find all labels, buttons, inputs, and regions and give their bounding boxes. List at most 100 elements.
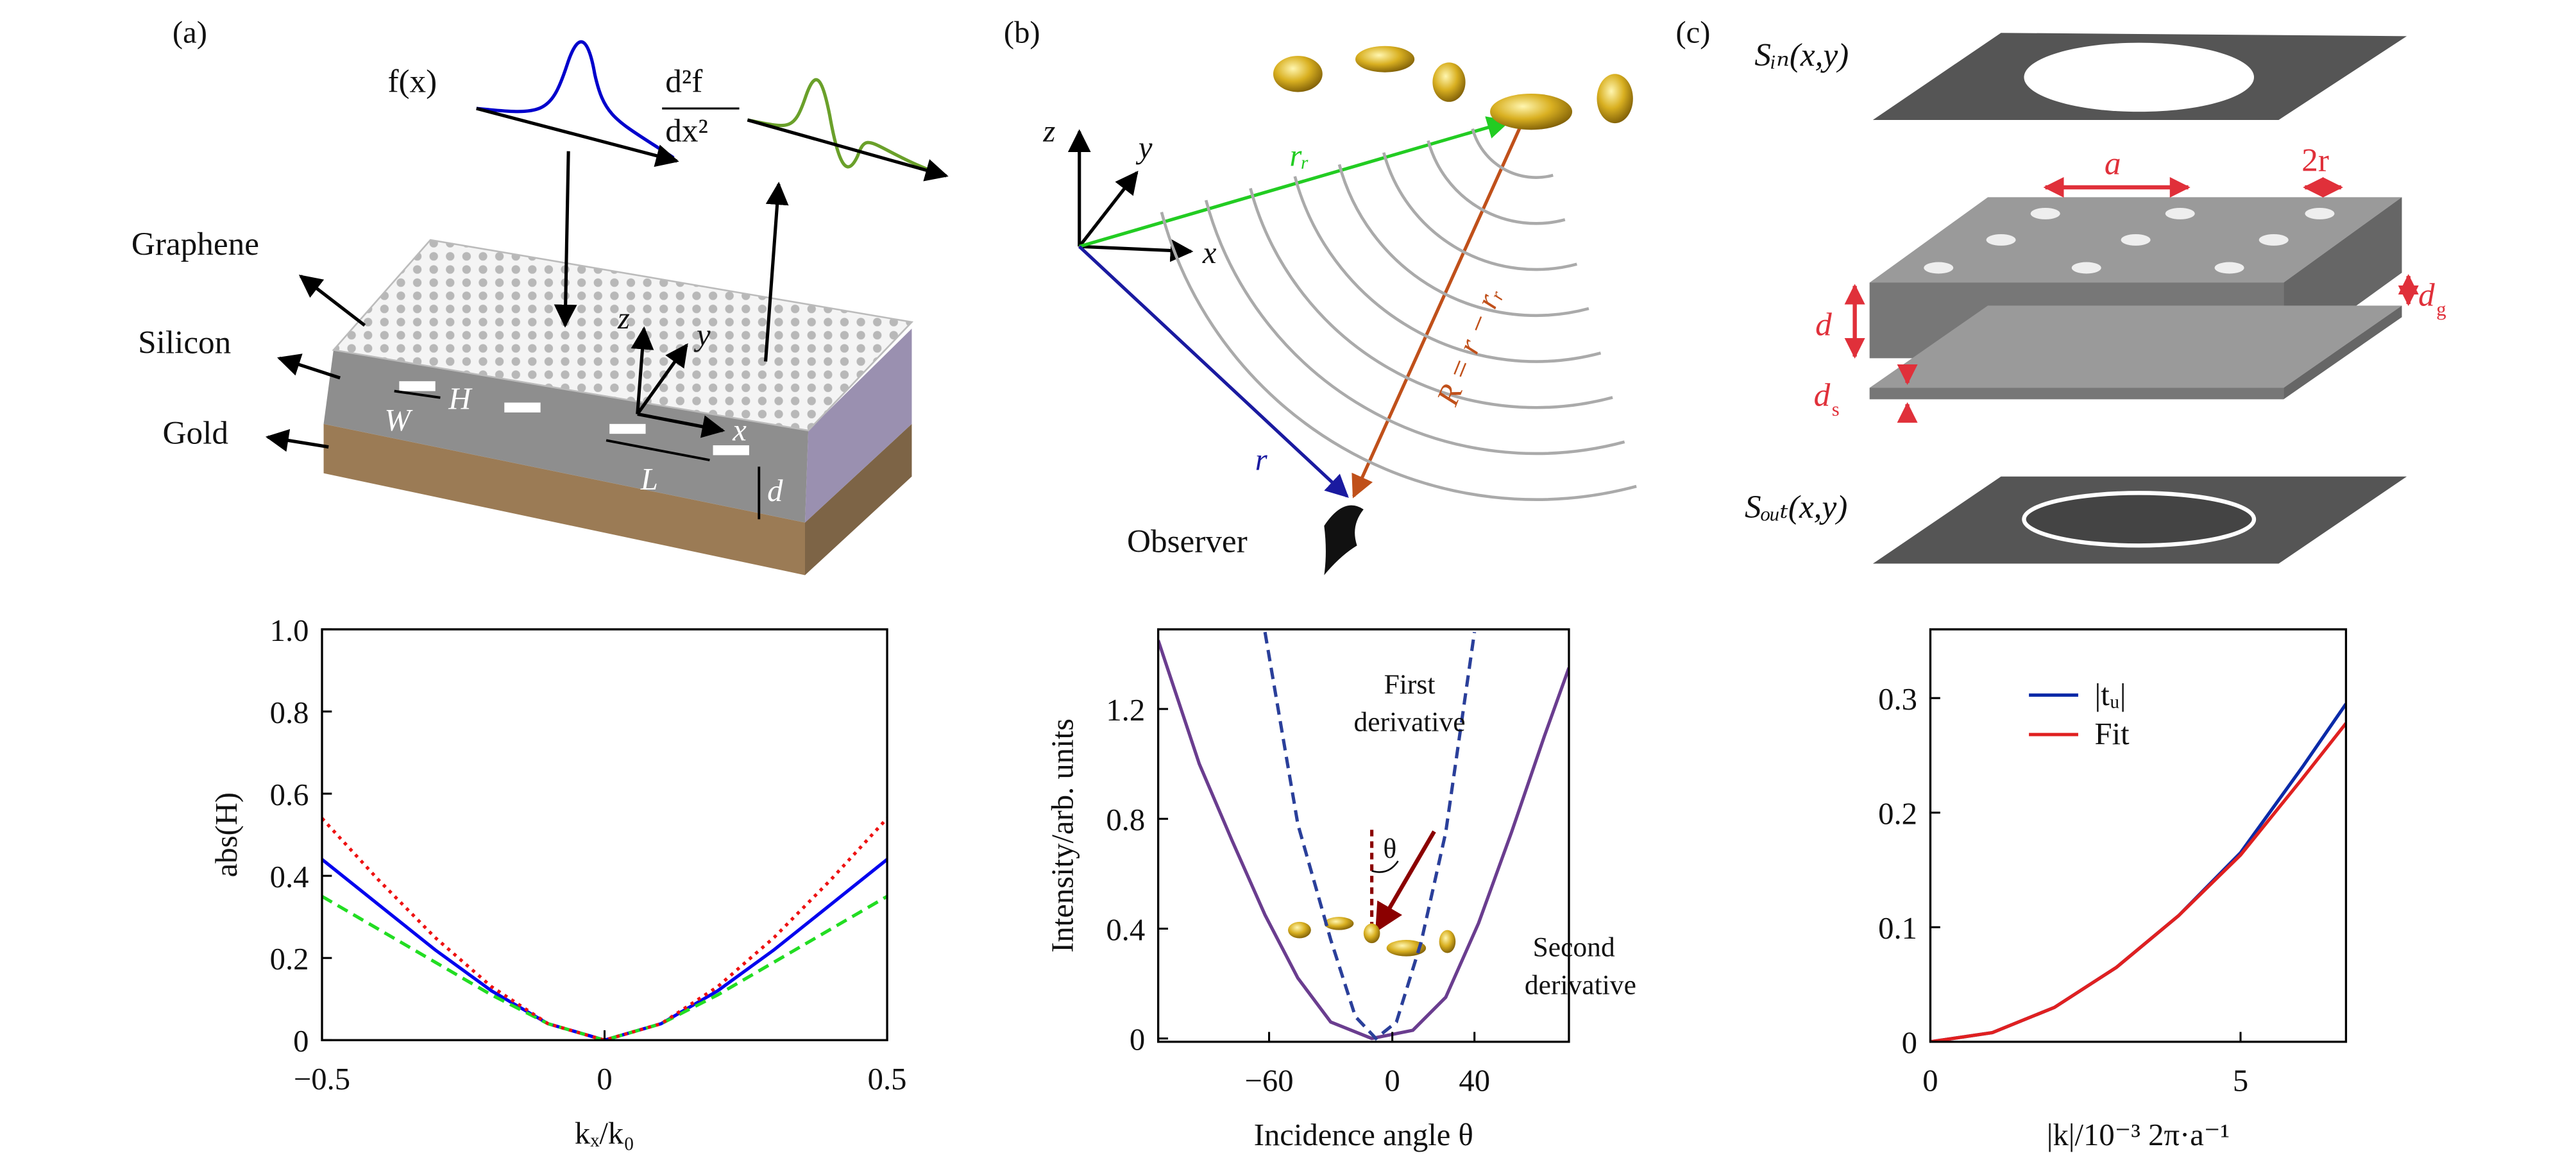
- x-tick-label: −60: [1244, 1064, 1293, 1098]
- y-axis-label: Intensity/arb. units: [1045, 719, 1080, 953]
- plot-frame: [1929, 628, 2348, 1043]
- substrate-side: [2284, 305, 2402, 400]
- wave-arc: [1160, 212, 1637, 501]
- axis-label: x: [1202, 235, 1217, 270]
- data-line: [321, 858, 888, 1041]
- output-label: d²f: [665, 63, 703, 99]
- y-tick-label: 0.6: [270, 778, 309, 812]
- input-label: Sᵢₙ(x,y): [1754, 37, 1849, 73]
- y-axis-label: abs(H): [209, 792, 244, 877]
- dim-label: d: [1815, 306, 1832, 343]
- illustration-b: [1067, 46, 1637, 575]
- output-curve: [747, 78, 940, 176]
- vector-label: rᵣ: [1290, 139, 1310, 173]
- wave-arc: [1382, 152, 1577, 271]
- layer-label: Silicon: [138, 325, 231, 361]
- dim-label: 2r: [2301, 142, 2329, 178]
- wave-arc: [1427, 140, 1566, 225]
- layer-pointer: [276, 354, 341, 380]
- particle: [1324, 917, 1354, 930]
- particle: [1597, 74, 1633, 124]
- particle: [1288, 921, 1311, 939]
- hole: [2030, 208, 2060, 219]
- hole: [2165, 208, 2195, 219]
- wave-arc: [1293, 176, 1602, 363]
- substrate-front: [1869, 388, 2284, 400]
- input-label: f(x): [387, 63, 437, 99]
- particle: [1363, 923, 1380, 944]
- gold-layer: [323, 423, 805, 575]
- data-line: [1930, 722, 2346, 1042]
- output-beam: [2022, 491, 2257, 548]
- output-axis: [747, 118, 949, 182]
- vector-rr: [1079, 116, 1511, 248]
- panel-label: (a): [173, 15, 207, 50]
- x-axis-label: |k|/10⁻³ 2π·a⁻¹: [2047, 1118, 2230, 1152]
- hole: [2258, 234, 2289, 246]
- dim-label: W: [384, 403, 413, 438]
- wave-arc: [1204, 200, 1625, 456]
- x-tick-label: 0: [1384, 1064, 1400, 1098]
- axis-x: [637, 412, 725, 438]
- hole: [2121, 234, 2151, 246]
- x-tick-label: 0.5: [868, 1062, 907, 1096]
- layer-pointer: [298, 275, 366, 327]
- axis-z: [631, 326, 654, 414]
- annotation: derivative: [1354, 707, 1466, 738]
- vector-label: r: [1255, 443, 1268, 477]
- hole: [2305, 208, 2335, 219]
- y-tick-label: 0: [293, 1024, 309, 1059]
- input-axis: [476, 106, 679, 167]
- observer-eye: [1324, 505, 1364, 575]
- dim-label: L: [640, 462, 658, 497]
- wave-arc: [1249, 187, 1613, 409]
- legend-label: Fit: [2095, 717, 2130, 751]
- plot-frame: [1157, 628, 1570, 1043]
- input-beam: [2024, 42, 2254, 112]
- illustration-c: [1844, 33, 2419, 564]
- particle: [1432, 62, 1466, 102]
- dim-subscript: g: [2436, 298, 2446, 320]
- x-tick-label: −0.5: [294, 1062, 350, 1096]
- axis-label: z: [1042, 114, 1055, 148]
- axis-label: y: [693, 318, 711, 352]
- slot: [504, 402, 541, 413]
- panel-label: (b): [1004, 15, 1040, 50]
- incident-arrow: [1375, 830, 1436, 933]
- particle: [1273, 56, 1323, 92]
- data-line: [321, 894, 888, 1041]
- panel-label: (c): [1675, 15, 1710, 50]
- x-axis-label: Incidence angle θ: [1254, 1118, 1473, 1152]
- angle-arc: [1371, 860, 1399, 873]
- wave-arc: [1337, 164, 1589, 318]
- y-tick-label: 0.8: [270, 695, 309, 730]
- y-tick-label: 0.2: [270, 942, 309, 976]
- layer-label: Gold: [163, 415, 228, 452]
- y-tick-label: 0.4: [1106, 912, 1145, 947]
- substrate-top: [1869, 305, 2402, 388]
- slot: [609, 423, 646, 434]
- observer-label: Observer: [1127, 524, 1248, 560]
- annotation: Second: [1533, 932, 1615, 963]
- layer-pointer: [265, 429, 329, 452]
- dim-line: [606, 439, 710, 462]
- y-tick-label: 0.3: [1878, 682, 1917, 717]
- output-label: dx²: [665, 112, 708, 149]
- inset-decoration: [1288, 830, 1456, 957]
- gold-side: [805, 423, 912, 575]
- slot: [713, 445, 749, 456]
- data-line: [1158, 640, 1569, 1041]
- output-arrow: [763, 182, 789, 362]
- vector-r: [1078, 245, 1349, 498]
- y-tick-label: 0.2: [1878, 797, 1917, 831]
- data-line: [321, 817, 888, 1041]
- graphene-layer: [332, 239, 914, 432]
- dim-subscript: s: [1832, 398, 1840, 420]
- data-line: [1930, 703, 2346, 1042]
- dim-label: d: [1814, 377, 1831, 414]
- particle: [1355, 46, 1415, 72]
- hole: [2071, 262, 2101, 274]
- annotation: derivative: [1525, 970, 1636, 1001]
- incident-arrow: [554, 151, 577, 328]
- y-tick-label: 0: [1902, 1026, 1917, 1061]
